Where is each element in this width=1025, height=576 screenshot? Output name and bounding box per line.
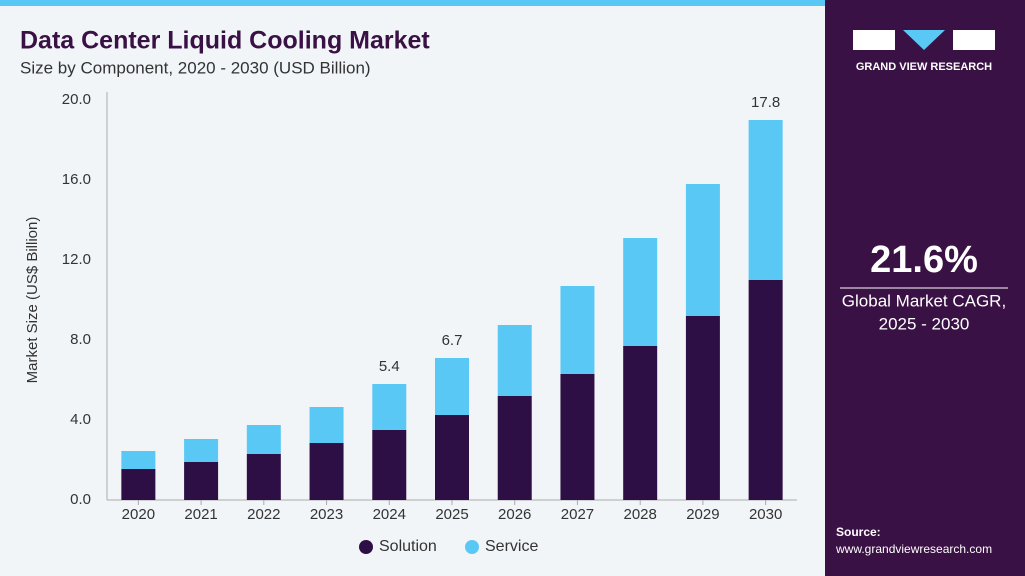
x-tick-label: 2020 — [122, 506, 155, 523]
x-tick-label: 2023 — [310, 506, 343, 523]
y-tick-label: 4.0 — [70, 411, 91, 428]
legend-marker — [465, 540, 479, 554]
bar-segment — [435, 358, 469, 415]
y-tick-label: 8.0 — [70, 331, 91, 348]
cagr-value: 21.6% — [870, 239, 978, 281]
bar-segment — [184, 439, 219, 462]
cagr-label: Global Market CAGR, — [842, 291, 1006, 310]
y-tick-label: 20.0 — [62, 91, 91, 108]
bar-segment — [246, 454, 281, 500]
bar-segment — [748, 120, 783, 280]
bar-segment — [184, 462, 219, 500]
bar-segment — [748, 280, 783, 500]
cagr-period: 2025 - 2030 — [879, 314, 970, 333]
y-tick-label: 0.0 — [70, 491, 91, 508]
bar-segment — [560, 286, 595, 374]
source-url: www.grandviewresearch.com — [835, 542, 992, 556]
x-tick-label: 2028 — [623, 506, 656, 523]
bar-segment — [497, 325, 532, 396]
legend-label: Solution — [379, 538, 437, 555]
y-axis-label: Market Size (US$ Billion) — [24, 217, 41, 384]
bar-segment — [623, 238, 658, 346]
top-accent — [0, 0, 825, 6]
x-tick-label: 2030 — [749, 506, 782, 523]
bar-segment — [560, 374, 595, 500]
bar-segment — [685, 184, 720, 316]
bar-segment — [309, 407, 344, 443]
bar-segment — [121, 451, 156, 469]
total-label: 5.4 — [379, 358, 400, 375]
chart-title: Data Center Liquid Cooling Market — [20, 27, 430, 55]
total-label: 17.8 — [751, 94, 780, 111]
logo-block — [853, 30, 895, 50]
bar-segment — [685, 316, 720, 500]
bar-segment — [309, 443, 344, 500]
legend-marker — [359, 540, 373, 554]
x-tick-label: 2027 — [561, 506, 594, 523]
logo-block — [903, 30, 945, 50]
logo-block — [953, 30, 995, 50]
bar-segment — [497, 396, 532, 500]
source-label: Source: — [836, 525, 881, 539]
legend-label: Service — [485, 538, 538, 555]
bar-segment — [372, 430, 407, 500]
x-tick-label: 2022 — [247, 506, 280, 523]
bar-segment — [246, 425, 281, 454]
x-tick-label: 2026 — [498, 506, 531, 523]
bar-segment — [623, 346, 658, 500]
x-tick-label: 2029 — [686, 506, 719, 523]
y-tick-label: 12.0 — [62, 251, 91, 268]
total-label: 6.7 — [442, 332, 463, 349]
x-tick-label: 2021 — [184, 506, 217, 523]
brand: GRAND VIEW RESEARCH — [856, 61, 992, 73]
logo — [853, 30, 995, 50]
x-tick-label: 2025 — [435, 506, 468, 523]
bar-segment — [372, 384, 407, 430]
y-tick-label: 16.0 — [62, 171, 91, 188]
bar-segment — [435, 415, 469, 500]
chart-subtitle: Size by Component, 2020 - 2030 (USD Bill… — [20, 58, 371, 77]
bar-segment — [121, 469, 156, 500]
x-tick-label: 2024 — [373, 506, 406, 523]
